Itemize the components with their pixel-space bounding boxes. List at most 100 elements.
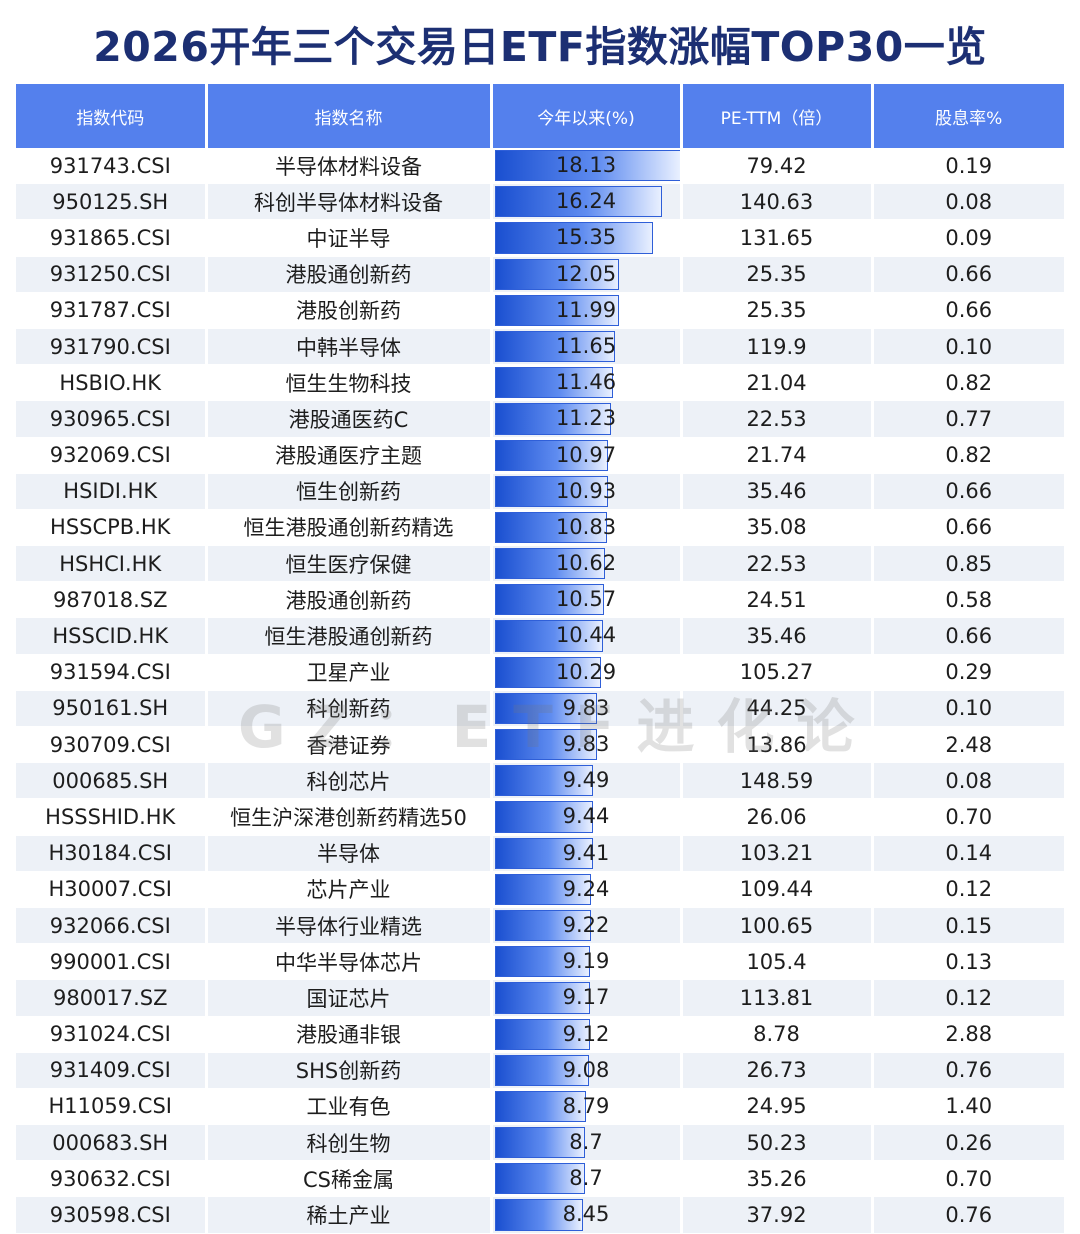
cell-pe-ttm: 35.46 — [681, 617, 874, 655]
table-row: H30007.CSI 芯片产业 9.24 109.44 0.12 — [16, 871, 1064, 908]
ytd-value: 8.7 — [569, 1166, 603, 1191]
etf-index-table: 指数代码 指数名称 今年以来(%) PE-TTM（倍） 股息率% 931743.… — [16, 84, 1064, 1234]
cell-pe-ttm: 109.44 — [681, 871, 874, 908]
ytd-value: 10.93 — [555, 478, 617, 503]
cell-index-name: 半导体 — [206, 835, 493, 872]
cell-pe-ttm: 35.46 — [681, 473, 874, 510]
ytd-value: 9.08 — [562, 1057, 610, 1082]
ytd-data-bar — [494, 367, 613, 399]
ytd-value: 10.29 — [555, 659, 617, 684]
cell-pe-ttm: 44.25 — [681, 690, 874, 728]
ytd-value: 11.65 — [555, 333, 617, 358]
ytd-data-bar — [494, 1090, 586, 1123]
cell-index-name: 恒生港股通创新药 — [206, 617, 493, 655]
cell-dividend-yield: 0.29 — [872, 654, 1064, 691]
table-row: 931024.CSI 港股通非银 9.12 8.78 2.88 — [16, 1016, 1064, 1053]
cell-dividend-yield: 0.26 — [872, 1124, 1064, 1162]
cell-ytd-return: 11.65 — [491, 328, 683, 366]
ytd-value: 9.24 — [562, 876, 610, 901]
cell-dividend-yield: 0.66 — [872, 473, 1064, 510]
cell-ytd-return: 9.83 — [491, 726, 683, 764]
cell-index-name: 国证芯片 — [206, 979, 493, 1017]
cell-dividend-yield: 0.76 — [872, 1052, 1064, 1089]
cell-index-name: 港股通创新药 — [206, 581, 493, 619]
cell-ytd-return: 9.19 — [491, 943, 683, 981]
table-row: 000683.SH 科创生物 8.7 50.23 0.26 — [16, 1124, 1064, 1162]
cell-pe-ttm: 24.95 — [681, 1088, 874, 1126]
cell-pe-ttm: 26.06 — [681, 798, 874, 836]
cell-index-code: 930632.CSI — [16, 1160, 208, 1198]
cell-index-name: 芯片产业 — [206, 871, 493, 908]
ytd-data-bar — [494, 258, 619, 290]
cell-ytd-return: 18.13 — [491, 148, 683, 185]
cell-ytd-return: 9.83 — [491, 690, 683, 728]
cell-pe-ttm: 131.65 — [681, 219, 874, 257]
cell-pe-ttm: 22.53 — [681, 545, 874, 583]
table-row: 930598.CSI 稀土产业 8.45 37.92 0.76 — [16, 1196, 1064, 1234]
cell-index-code: HSSCID.HK — [16, 617, 208, 655]
cell-index-code: H30007.CSI — [16, 871, 208, 908]
table-row: 987018.SZ 港股通创新药 10.57 24.51 0.58 — [16, 581, 1064, 619]
cell-dividend-yield: 0.15 — [872, 907, 1064, 945]
cell-index-code: H30184.CSI — [16, 835, 208, 872]
ytd-value: 9.44 — [562, 804, 610, 829]
cell-dividend-yield: 0.82 — [872, 437, 1064, 474]
ytd-value: 11.99 — [555, 297, 617, 322]
table-row: 932069.CSI 港股通医疗主题 10.97 21.74 0.82 — [16, 437, 1064, 474]
cell-pe-ttm: 24.51 — [681, 581, 874, 619]
cell-index-name: 港股通医药C — [206, 400, 493, 438]
cell-index-code: HSSCPB.HK — [16, 509, 208, 547]
cell-ytd-return: 16.24 — [491, 183, 683, 221]
ytd-value: 8.79 — [562, 1093, 610, 1118]
cell-index-code: 931865.CSI — [16, 219, 208, 257]
ytd-value: 9.19 — [562, 949, 610, 974]
ytd-data-bar — [494, 222, 653, 254]
cell-index-code: 931743.CSI — [16, 148, 208, 185]
cell-ytd-return: 9.41 — [491, 835, 683, 872]
cell-index-code: 950125.SH — [16, 183, 208, 221]
ytd-data-bar — [494, 330, 615, 363]
header-index-name[interactable]: 指数名称 — [206, 84, 493, 148]
ytd-data-bar — [494, 692, 597, 724]
cell-pe-ttm: 13.86 — [681, 726, 874, 764]
ytd-data-bar — [494, 584, 604, 616]
ytd-data-bar — [494, 150, 678, 182]
cell-pe-ttm: 26.73 — [681, 1052, 874, 1089]
header-ytd-return[interactable]: 今年以来(%) — [491, 84, 683, 148]
ytd-value: 8.45 — [562, 1202, 610, 1227]
ytd-value: 9.83 — [562, 695, 610, 720]
table-body: 931743.CSI 半导体材料设备 18.13 79.42 0.19 950125.SH… — [16, 148, 1064, 1234]
table-row: 950161.SH 科创新药 9.83 44.25 0.10 — [16, 690, 1064, 728]
cell-index-code: 931787.CSI — [16, 292, 208, 329]
header-index-code[interactable]: 指数代码 — [16, 84, 208, 148]
table-row: 950125.SH 科创半导体材料设备 16.24 140.63 0.08 — [16, 183, 1064, 221]
ytd-value: 9.22 — [562, 912, 610, 937]
cell-ytd-return: 9.12 — [491, 1016, 683, 1053]
cell-dividend-yield: 0.08 — [872, 183, 1064, 221]
table-row: 931409.CSI SHS创新药 9.08 26.73 0.76 — [16, 1052, 1064, 1089]
cell-index-code: 931594.CSI — [16, 654, 208, 691]
cell-index-name: 科创芯片 — [206, 762, 493, 800]
cell-dividend-yield: 0.09 — [872, 219, 1064, 257]
cell-index-name: 恒生港股通创新药精选 — [206, 509, 493, 547]
cell-index-name: 科创生物 — [206, 1124, 493, 1162]
cell-index-name: 恒生生物科技 — [206, 364, 493, 402]
cell-ytd-return: 11.46 — [491, 364, 683, 402]
cell-dividend-yield: 0.66 — [872, 617, 1064, 655]
cell-ytd-return: 11.23 — [491, 400, 683, 438]
cell-ytd-return: 8.7 — [491, 1124, 683, 1162]
cell-index-code: HSIDI.HK — [16, 473, 208, 510]
ytd-data-bar — [494, 946, 590, 978]
header-dividend-yield[interactable]: 股息率% — [872, 84, 1064, 148]
table-row: 930709.CSI 香港证券 9.83 13.86 2.48 — [16, 726, 1064, 764]
header-pe-ttm[interactable]: PE-TTM（倍） — [681, 84, 874, 148]
cell-ytd-return: 9.44 — [491, 798, 683, 836]
cell-dividend-yield: 0.70 — [872, 798, 1064, 836]
ytd-value: 8.7 — [569, 1130, 603, 1155]
cell-pe-ttm: 119.9 — [681, 328, 874, 366]
cell-pe-ttm: 8.78 — [681, 1016, 874, 1053]
cell-ytd-return: 10.83 — [491, 509, 683, 547]
ytd-data-bar — [494, 801, 593, 833]
ytd-value: 11.23 — [555, 406, 617, 431]
cell-ytd-return: 10.29 — [491, 654, 683, 691]
